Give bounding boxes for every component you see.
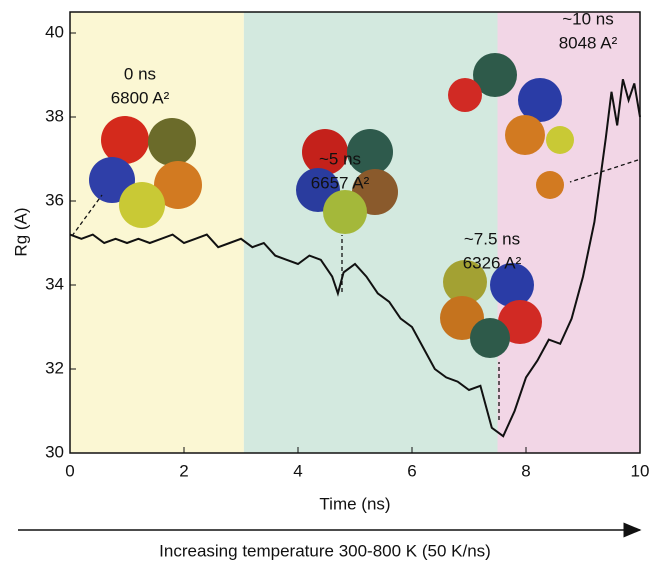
x-tick-label: 2 bbox=[179, 461, 188, 480]
protein-images bbox=[89, 53, 574, 358]
annotation-area: 6326 A² bbox=[463, 253, 522, 272]
x-tick-label: 0 bbox=[65, 461, 74, 480]
annotation-area: 6657 A² bbox=[311, 173, 370, 192]
y-axis-label: Rg (A) bbox=[11, 207, 30, 256]
x-tick-label: 10 bbox=[631, 461, 650, 480]
y-tick-label: 36 bbox=[45, 190, 64, 209]
annotation-time: ~10 ns bbox=[562, 9, 614, 28]
annotation-time: ~7.5 ns bbox=[464, 229, 520, 248]
x-tick-label: 4 bbox=[293, 461, 302, 480]
x-tick-label: 8 bbox=[521, 461, 530, 480]
y-tick-label: 40 bbox=[45, 22, 64, 41]
y-tick-label: 32 bbox=[45, 358, 64, 377]
shaded-region bbox=[243, 12, 498, 453]
y-tick-label: 38 bbox=[45, 106, 64, 125]
leader-lines bbox=[71, 159, 639, 420]
y-tick-label: 34 bbox=[45, 274, 64, 293]
shaded-region bbox=[497, 12, 640, 453]
protein-5ns bbox=[296, 129, 398, 234]
annotation-area: 8048 A² bbox=[559, 33, 618, 52]
annotation-time: 0 ns bbox=[124, 64, 156, 83]
plot-frame bbox=[69, 11, 641, 454]
data-line bbox=[69, 78, 641, 438]
protein-7-5ns bbox=[440, 260, 542, 358]
protein-0ns bbox=[89, 116, 202, 228]
annotation-area: 6800 A² bbox=[111, 88, 170, 107]
annotation-time: ~5 ns bbox=[319, 149, 361, 168]
protein-10ns bbox=[448, 53, 574, 199]
temperature-note: Increasing temperature 300-800 K (50 K/n… bbox=[159, 541, 491, 560]
x-tick-label: 6 bbox=[407, 461, 416, 480]
shaded-region bbox=[70, 12, 244, 453]
x-axis-label: Time (ns) bbox=[319, 494, 390, 513]
y-tick-label: 30 bbox=[45, 442, 64, 461]
